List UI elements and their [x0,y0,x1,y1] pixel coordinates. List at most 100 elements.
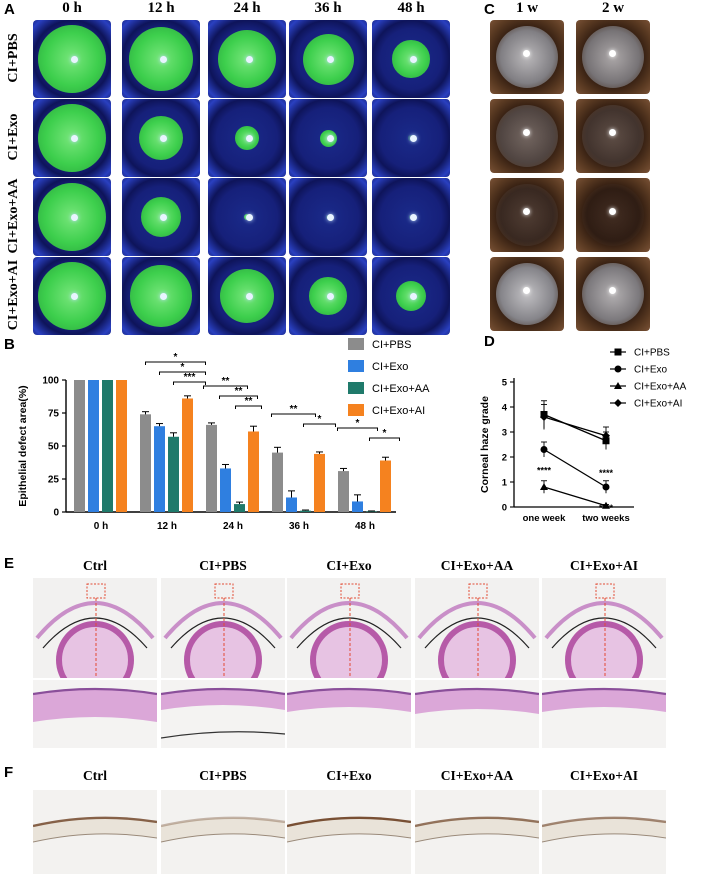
corneal-stroma [287,817,411,842]
lens [438,621,516,678]
significance-marker: ** [245,396,253,407]
reflection-highlight [71,135,78,142]
panel-c-column-label: 1 w [515,0,539,16]
stained-epithelium [161,816,285,828]
whole-eye-drawing [35,583,155,678]
ihc-cornea-section [287,790,411,874]
corneal-stroma [161,689,285,710]
legend-label: CI+Exo+AI [372,405,425,417]
iris-line [296,617,402,649]
panel-e-column-label: CI+Exo+AI [570,558,638,573]
slit-lamp-eye-photo [576,178,650,252]
endothelium-edge [415,833,539,843]
magnified-region-box [340,583,360,599]
legend-label: CI+Exo+AA [634,382,687,393]
cornea-magnified-section [161,680,285,748]
corneal-haze [582,184,644,246]
iris-line [42,617,148,649]
corneal-stroma [542,817,666,842]
slit-lamp-eye-photo [490,20,564,94]
significance-bracket [271,413,316,417]
bar [338,471,349,512]
data-point [540,413,548,421]
y-tick-label: 0 [53,508,59,519]
panel-e-column-label: CI+Exo+AA [440,558,514,573]
bar [234,504,245,512]
reflection-highlight [71,214,78,221]
bar [74,380,85,512]
y-tick-label: 2 [502,453,507,464]
y-tick-label: 4 [502,403,508,414]
significance-marker: * [318,414,322,425]
reflection-highlight [71,293,78,300]
ihc-cornea-drawing [542,816,666,843]
series-line [543,448,607,488]
y-axis-label: Corneal haze grade [479,396,491,493]
fluorescein-eye-photo [33,99,111,177]
fluorescein-eye-photo [372,20,450,98]
corneal-epithelium [33,687,157,696]
fluorescein-eye-photo [289,20,367,98]
iris-line [551,617,657,649]
whole-eye-section [161,578,285,678]
reflection-highlight [609,287,616,294]
reflection-highlight [160,56,167,63]
panel-a-column-label: 0 h [62,0,82,16]
slit-lamp-eye-photo [490,178,564,252]
lens [565,621,643,678]
bar [206,424,217,512]
fluorescein-eye-photo [372,178,450,256]
bar [220,468,231,512]
significance-marker: * [181,362,185,373]
panel-label-c: C [484,1,495,18]
reflection-highlight [327,56,334,63]
corneal-haze [582,263,644,325]
panel-label-a: A [4,1,15,18]
data-point [540,483,548,490]
cornea-magnified-drawing [542,687,666,712]
data-point [614,382,622,389]
corneal-stroma [287,689,411,712]
whole-eye-drawing [289,583,409,678]
fluorescein-eye-photo [122,178,200,256]
y-tick-label: 5 [502,378,508,389]
ihc-cornea-section [542,790,666,874]
legend-swatch [348,404,364,416]
significance-marker: * [174,352,178,363]
reflection-highlight [246,214,253,221]
bar [248,431,259,512]
panel-a-row-label: CI+Exo [6,113,21,161]
lens [184,621,262,678]
panel-a-column-label: 24 h [233,0,261,16]
fluorescein-eye-photo [122,20,200,98]
legend-label: CI+PBS [634,348,670,359]
reflection-highlight [246,293,253,300]
panel-a-column-label: 12 h [147,0,175,16]
reflection-highlight [410,135,417,142]
corneal-haze [496,263,558,325]
corneal-haze [496,26,558,88]
reflection-highlight [410,56,417,63]
panel-a-column-label: 48 h [397,0,425,16]
corneal-epithelium [161,687,285,696]
fluorescein-eye-photo [33,20,111,98]
bar [314,453,325,512]
reflection-highlight [410,293,417,300]
panel-f-column-label: Ctrl [83,768,107,783]
legend-swatch [348,382,364,394]
bar [182,398,193,512]
fluorescein-eye-photo [33,257,111,335]
corneal-epithelium [415,687,539,696]
data-point [614,365,622,373]
legend-label: CI+Exo+AA [372,383,430,395]
panel-e-column-label: CI+Exo [326,558,372,573]
cornea-magnified-drawing [287,687,411,712]
stained-epithelium [287,816,411,828]
y-tick-label: 100 [42,376,59,387]
fluorescein-eye-photo [289,99,367,177]
cornea-magnified-section [415,680,539,748]
significance-marker: **** [599,468,614,478]
fluorescein-eye-photo [289,178,367,256]
significance-bracket [159,371,206,375]
cornea-magnified-section [287,680,411,748]
